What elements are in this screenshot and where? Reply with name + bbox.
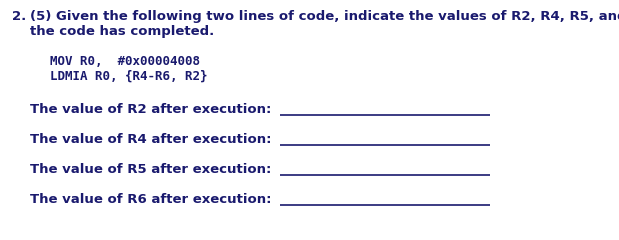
Text: The value of R4 after execution:: The value of R4 after execution: <box>30 133 272 146</box>
Text: (5) Given the following two lines of code, indicate the values of R2, R4, R5, an: (5) Given the following two lines of cod… <box>30 10 619 23</box>
Text: LDMIA R0, {R4-R6, R2}: LDMIA R0, {R4-R6, R2} <box>50 70 207 83</box>
Text: The value of R6 after execution:: The value of R6 after execution: <box>30 193 272 206</box>
Text: the code has completed.: the code has completed. <box>30 25 214 38</box>
Text: MOV R0,  #0x00004008: MOV R0, #0x00004008 <box>50 55 200 68</box>
Text: The value of R5 after execution:: The value of R5 after execution: <box>30 163 271 176</box>
Text: The value of R2 after execution:: The value of R2 after execution: <box>30 103 271 116</box>
Text: 2.: 2. <box>12 10 26 23</box>
